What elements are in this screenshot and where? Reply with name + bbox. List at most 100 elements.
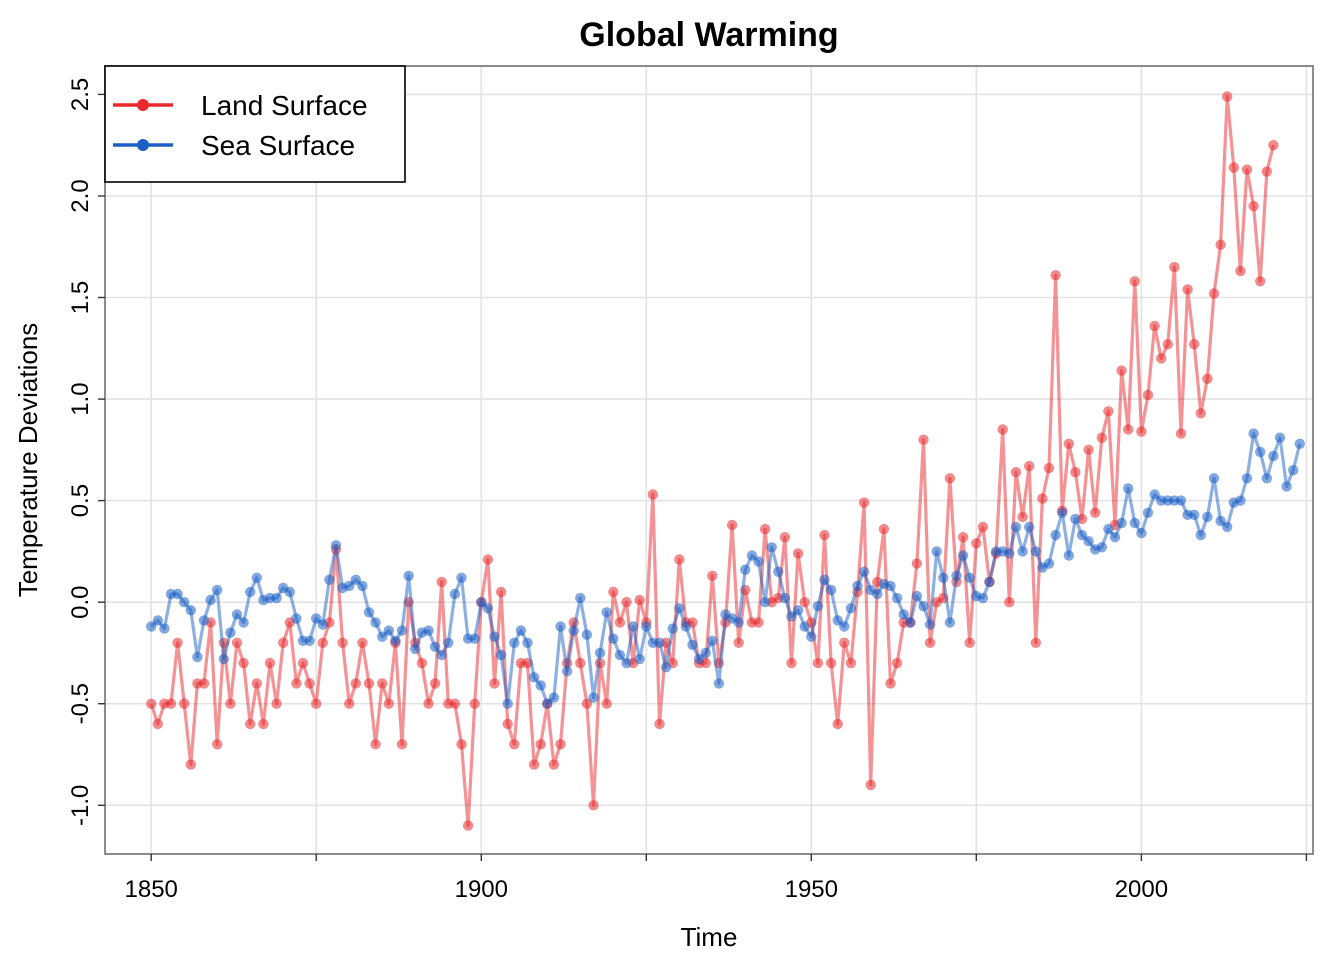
data-point-sea-surface xyxy=(951,570,962,581)
y-tick-label: 0.5 xyxy=(67,484,94,517)
data-point-land-surface xyxy=(753,617,764,628)
data-point-sea-surface xyxy=(918,601,929,612)
data-point-sea-surface xyxy=(482,603,494,614)
data-point-sea-surface xyxy=(1023,521,1035,533)
data-point-sea-surface xyxy=(957,550,969,561)
data-point-land-surface xyxy=(786,657,797,669)
data-point-sea-surface xyxy=(1123,483,1134,494)
data-point-land-surface xyxy=(825,657,837,669)
data-point-sea-surface xyxy=(984,576,995,588)
data-point-land-surface xyxy=(654,718,665,730)
data-point-sea-surface xyxy=(1109,532,1121,543)
data-point-land-surface xyxy=(891,657,903,669)
data-point-land-surface xyxy=(462,820,474,831)
data-point-land-surface xyxy=(231,637,243,648)
data-point-sea-surface xyxy=(1222,521,1233,533)
data-point-land-surface xyxy=(575,657,586,669)
data-point-sea-surface xyxy=(1103,523,1114,535)
data-point-sea-surface xyxy=(1063,550,1075,561)
data-point-land-surface xyxy=(1189,339,1200,350)
x-tick-label: 1900 xyxy=(455,876,508,903)
data-point-sea-surface xyxy=(924,619,936,630)
data-point-land-surface xyxy=(291,678,302,689)
data-point-sea-surface xyxy=(218,653,229,665)
data-point-sea-surface xyxy=(1195,529,1207,541)
y-tick-label: -1.0 xyxy=(67,785,94,826)
data-point-land-surface xyxy=(588,800,599,811)
data-point-land-surface xyxy=(799,597,810,608)
data-point-sea-surface xyxy=(1235,495,1246,506)
data-point-sea-surface xyxy=(654,637,665,648)
legend-label-land: Land Surface xyxy=(201,90,368,121)
grid-lines xyxy=(105,66,1313,854)
data-point-sea-surface xyxy=(1241,473,1253,484)
data-point-sea-surface xyxy=(198,615,210,626)
data-point-land-surface xyxy=(1090,507,1101,518)
data-point-sea-surface xyxy=(548,692,560,703)
data-point-sea-surface xyxy=(436,649,447,661)
data-point-sea-surface xyxy=(687,639,698,650)
data-point-land-surface xyxy=(264,657,276,669)
data-point-sea-surface xyxy=(1017,546,1028,557)
data-point-sea-surface xyxy=(522,637,533,648)
data-point-land-surface xyxy=(212,739,223,750)
y-axis-title: Temperature Deviations xyxy=(13,323,43,598)
data-point-sea-surface xyxy=(905,617,916,628)
data-point-land-surface xyxy=(482,554,494,565)
data-point-land-surface xyxy=(1162,339,1174,350)
data-point-sea-surface xyxy=(753,556,764,567)
data-point-sea-surface xyxy=(964,572,975,583)
data-point-land-surface xyxy=(726,519,738,531)
data-point-land-surface xyxy=(581,698,593,709)
data-point-sea-surface xyxy=(911,590,923,602)
data-point-land-surface xyxy=(1241,164,1253,175)
data-point-sea-surface xyxy=(1070,513,1081,525)
data-point-sea-surface xyxy=(707,635,718,646)
data-point-sea-surface xyxy=(363,607,375,618)
data-point-land-surface xyxy=(911,558,923,569)
data-point-land-surface xyxy=(944,473,956,484)
data-point-sea-surface xyxy=(1076,529,1088,541)
data-point-sea-surface xyxy=(489,631,500,642)
data-point-sea-surface xyxy=(1129,517,1141,529)
data-point-sea-surface xyxy=(575,592,586,604)
data-point-sea-surface xyxy=(1215,515,1226,527)
data-point-sea-surface xyxy=(410,643,421,655)
data-point-land-surface xyxy=(1182,284,1193,295)
data-point-land-surface xyxy=(971,538,982,549)
data-point-sea-surface xyxy=(872,588,883,600)
data-point-sea-surface xyxy=(601,607,612,618)
data-point-land-surface xyxy=(832,718,843,730)
data-point-land-surface xyxy=(1202,373,1213,384)
data-point-sea-surface xyxy=(469,633,480,644)
data-point-sea-surface xyxy=(179,597,190,608)
data-point-sea-surface xyxy=(819,574,830,585)
legend-marker-land xyxy=(137,99,149,111)
data-point-sea-surface xyxy=(542,698,553,709)
data-point-sea-surface xyxy=(832,615,843,626)
data-point-sea-surface xyxy=(1149,489,1160,500)
data-point-land-surface xyxy=(1195,408,1207,419)
data-point-land-surface xyxy=(924,637,936,648)
data-point-land-surface xyxy=(396,739,408,750)
data-point-land-surface xyxy=(1050,270,1061,281)
data-point-sea-surface xyxy=(311,613,322,624)
data-point-sea-surface xyxy=(641,621,652,632)
data-point-land-surface xyxy=(1083,444,1094,455)
data-point-land-surface xyxy=(429,678,441,689)
data-point-sea-surface xyxy=(443,637,454,648)
data-point-sea-surface xyxy=(845,603,857,614)
data-point-land-surface xyxy=(456,739,467,750)
data-point-sea-surface xyxy=(977,592,989,604)
data-point-sea-surface xyxy=(759,597,771,608)
data-point-land-surface xyxy=(278,637,289,648)
data-point-land-surface xyxy=(1261,166,1273,177)
data-point-land-surface xyxy=(1149,320,1160,332)
data-point-land-surface xyxy=(1255,276,1266,287)
data-point-land-surface xyxy=(1070,467,1081,478)
data-point-sea-surface xyxy=(1274,432,1286,443)
data-point-sea-surface xyxy=(1030,546,1042,557)
data-point-sea-surface xyxy=(733,617,744,628)
data-point-sea-surface xyxy=(891,592,903,604)
